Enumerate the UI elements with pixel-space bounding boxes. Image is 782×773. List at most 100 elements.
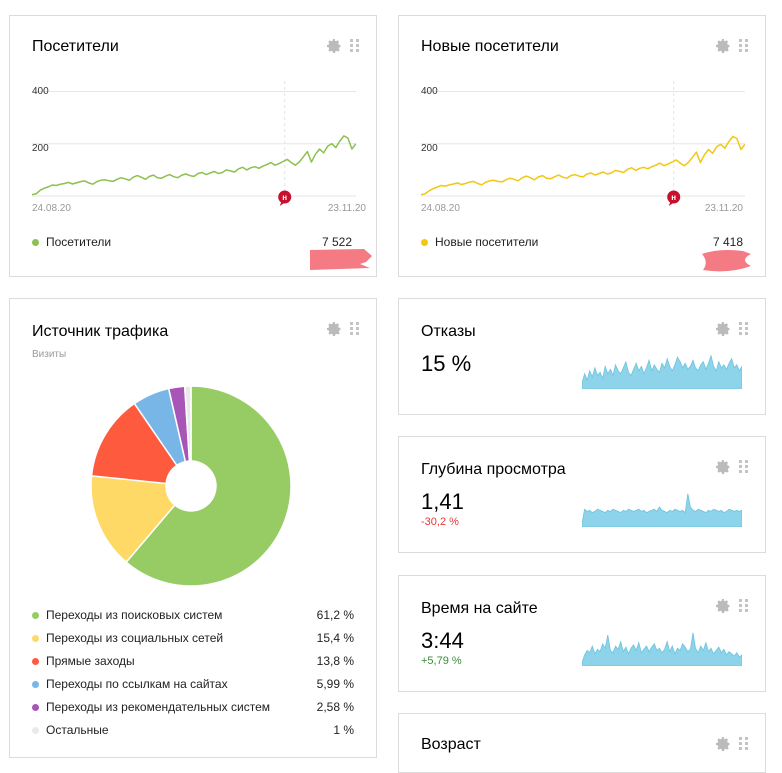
legend-value: 15,4 % <box>316 631 354 645</box>
depth-sparkline <box>582 493 742 527</box>
metric-value: 15 % <box>421 351 472 376</box>
gear-icon[interactable] <box>326 38 342 54</box>
card-title: Новые посетители <box>421 38 559 55</box>
y-tick-label: 400 <box>421 86 438 97</box>
visitors-card: Посетители н 400 200 24.08.20 23.11.20 П… <box>9 15 377 277</box>
traffic-legend-item[interactable]: Переходы по ссылкам на сайтах <box>32 677 228 691</box>
legend-label: Остальные <box>46 723 109 737</box>
traffic-source-card: Источник трафика Визиты Переходы из поис… <box>9 298 377 758</box>
y-tick-label: 400 <box>32 86 49 97</box>
visitors-line-chart: н <box>32 81 356 207</box>
legend-label: Переходы из социальных сетей <box>46 631 224 645</box>
legend-value: 5,99 % <box>316 677 354 691</box>
card-tools <box>715 38 749 54</box>
card-title: Глубина просмотра <box>421 461 566 478</box>
x-start-label: 24.08.20 <box>421 203 460 214</box>
card-tools <box>715 736 749 752</box>
sparkline-area <box>582 632 742 666</box>
legend-item[interactable]: Новые посетители <box>421 235 538 249</box>
event-marker-icon[interactable]: н <box>278 190 292 207</box>
y-tick-label: 200 <box>32 143 49 154</box>
age-card: Возраст <box>398 713 766 773</box>
depth-card: Глубина просмотра 1,41 -30,2 % <box>398 436 766 553</box>
event-marker-icon[interactable]: н <box>667 190 681 207</box>
series-line <box>421 135 745 196</box>
new-visitors-card: Новые посетители н 400 200 24.08.20 23.1… <box>398 15 766 277</box>
legend-value: 2,58 % <box>316 700 354 714</box>
drag-handle-icon[interactable] <box>739 599 749 613</box>
legend-label: Переходы из рекомендательных систем <box>46 700 270 714</box>
legend-label: Переходы по ссылкам на сайтах <box>46 677 228 691</box>
pie-slice[interactable] <box>90 402 178 485</box>
y-tick-label: 200 <box>421 143 438 154</box>
gear-icon[interactable] <box>715 459 731 475</box>
gear-icon[interactable] <box>326 321 342 337</box>
card-title: Время на сайте <box>421 600 538 617</box>
card-tools <box>326 321 360 337</box>
time-sparkline <box>582 632 742 666</box>
card-title: Источник трафика <box>32 323 169 340</box>
card-title: Посетители <box>32 38 119 55</box>
traffic-legend-item[interactable]: Прямые заходы <box>32 654 135 668</box>
sparkline-area <box>582 493 742 527</box>
pie-slice[interactable] <box>90 474 176 564</box>
traffic-legend-item[interactable]: Переходы из рекомендательных систем <box>32 700 270 714</box>
legend-dot <box>32 657 39 665</box>
legend-value: 1 % <box>333 723 354 737</box>
traffic-legend-item[interactable]: Остальные <box>32 723 109 737</box>
card-tools <box>326 38 360 54</box>
gear-icon[interactable] <box>715 598 731 614</box>
event-marker-label: н <box>671 193 676 202</box>
new-visitors-line-chart: н <box>421 81 745 207</box>
metric-value: 3:44 <box>421 628 464 653</box>
legend-item[interactable]: Посетители <box>32 235 111 249</box>
gear-icon[interactable] <box>715 736 731 752</box>
metric-value: 1,41 <box>421 489 464 514</box>
drag-handle-icon[interactable] <box>739 460 749 474</box>
legend-label: Новые посетители <box>435 235 539 249</box>
total-value: 7 522 <box>321 235 352 249</box>
pie-slice[interactable] <box>125 385 292 587</box>
card-tools <box>715 459 749 475</box>
legend-dot <box>32 611 39 619</box>
bounce-card: Отказы 15 % <box>398 298 766 415</box>
total-value: 7 418 <box>712 235 743 249</box>
card-subtitle: Визиты <box>32 349 67 360</box>
legend-value: 13,8 % <box>316 654 354 668</box>
legend-dot <box>32 238 39 246</box>
legend-dot <box>421 238 428 246</box>
gear-icon[interactable] <box>715 38 731 54</box>
pie-slice[interactable] <box>183 385 192 462</box>
legend-label: Посетители <box>46 235 112 249</box>
redaction-scribble <box>702 250 751 272</box>
drag-handle-icon[interactable] <box>739 39 749 53</box>
metric-delta: +5,79 % <box>421 655 462 667</box>
legend-dot <box>32 634 39 642</box>
drag-handle-icon[interactable] <box>739 322 749 336</box>
traffic-legend-item[interactable]: Переходы из поисковых систем <box>32 608 222 622</box>
sparkline-area <box>582 354 742 389</box>
traffic-pie-chart <box>90 385 292 587</box>
time-on-site-card: Время на сайте 3:44 +5,79 % <box>398 575 766 692</box>
card-tools <box>715 598 749 614</box>
bounce-sparkline <box>582 354 742 389</box>
x-end-label: 23.11.20 <box>704 203 743 214</box>
legend-dot <box>32 680 39 688</box>
event-marker-label: н <box>282 193 287 202</box>
x-start-label: 24.08.20 <box>32 203 71 214</box>
x-end-label: 23.11.20 <box>327 203 366 214</box>
legend-label: Переходы из поисковых систем <box>46 608 223 622</box>
card-tools <box>715 321 749 337</box>
card-title: Отказы <box>421 323 476 340</box>
legend-dot <box>32 703 39 711</box>
legend-label: Прямые заходы <box>46 654 135 668</box>
metric-delta: -30,2 % <box>421 516 459 528</box>
traffic-legend-item[interactable]: Переходы из социальных сетей <box>32 631 223 645</box>
legend-dot <box>32 726 39 734</box>
drag-handle-icon[interactable] <box>739 737 749 751</box>
drag-handle-icon[interactable] <box>350 39 360 53</box>
card-title: Возраст <box>421 736 481 753</box>
drag-handle-icon[interactable] <box>350 322 360 336</box>
gear-icon[interactable] <box>715 321 731 337</box>
series-line <box>32 135 356 196</box>
